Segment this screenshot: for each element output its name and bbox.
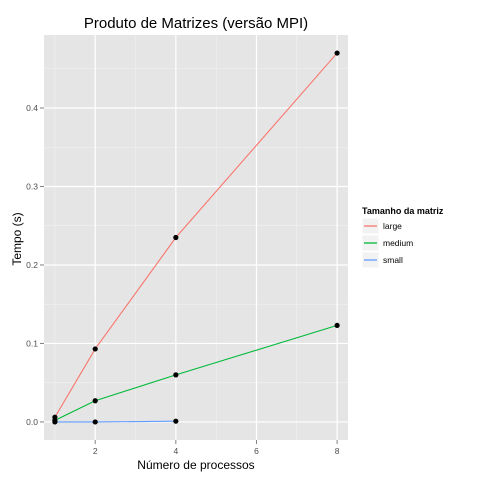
series-line-medium — [54, 324, 338, 421]
legend-title: Tamanho da matriz — [362, 206, 444, 216]
x-axis-title: Número de processos — [137, 458, 254, 472]
y-axis: 0.0 0.1 0.2 0.3 0.4 — [26, 103, 44, 427]
y-tick-label: 0.3 — [26, 181, 38, 191]
y-tick-label: 0.1 — [26, 338, 38, 348]
data-point-medium — [92, 398, 98, 404]
data-point-large — [334, 50, 340, 56]
x-tick-label: 6 — [254, 446, 259, 456]
y-tick-label: 0.4 — [26, 103, 38, 113]
legend-label-small: small — [383, 255, 403, 265]
series-points — [52, 50, 340, 425]
data-point-medium — [173, 372, 179, 378]
legend-label-large: large — [383, 221, 402, 231]
y-axis-title: Tempo (s) — [10, 212, 24, 265]
grid-major — [44, 35, 348, 440]
y-tick-label: 0.2 — [26, 260, 38, 270]
legend-items: large medium small — [361, 217, 413, 269]
x-tick-label: 2 — [93, 446, 98, 456]
data-point-large — [92, 346, 98, 352]
data-point-large — [173, 234, 179, 241]
data-point-small — [173, 418, 179, 424]
y-tick-label: 0.0 — [26, 417, 38, 427]
x-tick-label: 8 — [335, 446, 340, 456]
x-tick-label: 4 — [173, 446, 178, 456]
data-point-small — [92, 419, 98, 425]
x-axis: 2 4 6 8 — [93, 440, 340, 456]
data-point-small — [52, 419, 58, 425]
series-line-large — [54, 52, 338, 418]
legend-label-medium: medium — [383, 238, 413, 248]
legend: Tamanho da matriz large medium small — [361, 206, 444, 269]
data-point-medium — [334, 322, 340, 329]
chart-title: Produto de Matrizes (versão MPI) — [84, 15, 308, 32]
plot-panel — [44, 35, 348, 440]
